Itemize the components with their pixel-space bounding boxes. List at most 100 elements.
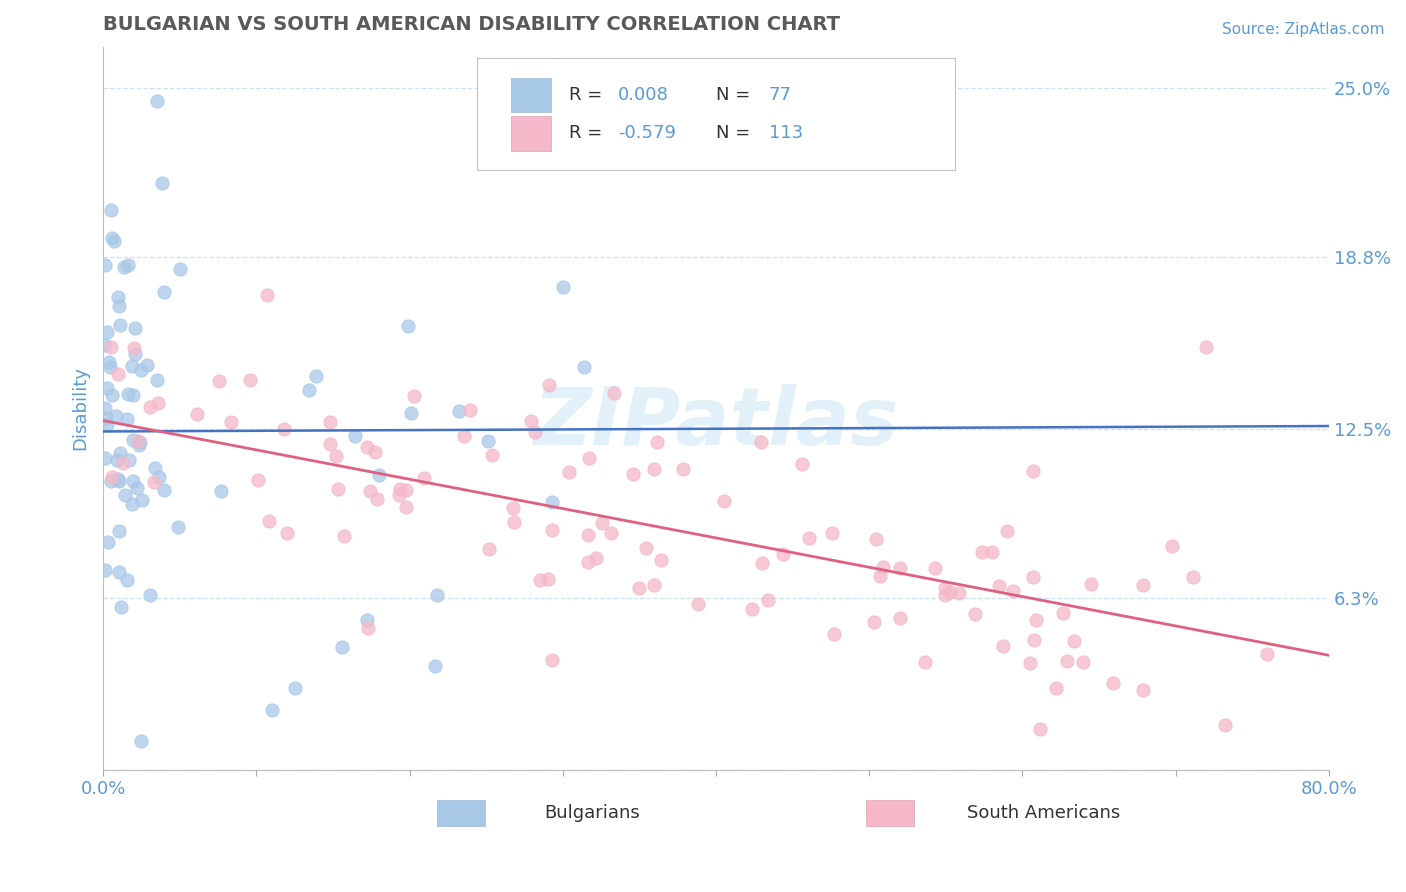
FancyBboxPatch shape (512, 116, 551, 151)
Point (991, 639, 1014, 653)
Point (124, 321, 146, 335)
Point (585, 551, 607, 566)
Point (356, 621, 378, 635)
Point (93, 338, 115, 352)
Text: R =: R = (569, 87, 607, 104)
Point (239, 373, 262, 387)
Point (1022, 464, 1045, 478)
Point (889, 560, 911, 574)
Point (260, 703, 283, 717)
Point (96, 381, 118, 395)
Point (319, 437, 342, 451)
Point (934, 581, 956, 595)
Point (502, 500, 524, 515)
Point (125, 481, 148, 495)
Point (1101, 676, 1123, 690)
Point (751, 556, 773, 570)
Point (111, 456, 134, 470)
Point (872, 560, 894, 574)
Point (972, 545, 994, 559)
Point (537, 378, 560, 392)
Point (117, 387, 139, 401)
Point (1056, 654, 1078, 668)
Point (135, 358, 157, 372)
Point (1022, 570, 1045, 584)
Point (118, 453, 141, 467)
Point (152, 483, 174, 497)
Point (572, 359, 595, 374)
Point (107, 472, 129, 486)
Point (645, 434, 668, 449)
Point (93, 450, 115, 465)
Point (576, 555, 599, 569)
Point (97, 535, 120, 549)
Point (356, 440, 378, 454)
Point (388, 482, 411, 496)
Text: R =: R = (569, 125, 607, 143)
Text: ZIPatlas: ZIPatlas (533, 384, 898, 462)
Text: N =: N = (716, 87, 756, 104)
Text: N =: N = (716, 125, 756, 143)
FancyBboxPatch shape (477, 57, 955, 169)
Point (368, 468, 391, 483)
Point (107, 566, 129, 580)
Point (865, 533, 887, 547)
Text: Bulgarians: Bulgarians (544, 805, 640, 822)
Point (330, 640, 353, 654)
Point (823, 627, 845, 641)
Point (520, 414, 543, 428)
Point (1256, 647, 1278, 661)
Point (100, 203, 122, 218)
Text: -0.579: -0.579 (619, 125, 676, 143)
Point (981, 545, 1004, 559)
Point (523, 425, 546, 439)
Point (148, 470, 170, 484)
Point (143, 460, 166, 475)
Point (366, 492, 388, 507)
Point (305, 369, 328, 384)
Y-axis label: Disability: Disability (72, 367, 89, 450)
Point (103, 234, 125, 248)
Point (388, 488, 411, 502)
Point (1132, 578, 1154, 592)
Point (121, 497, 143, 511)
Point (672, 462, 695, 476)
Point (1080, 577, 1102, 591)
Point (1045, 681, 1067, 695)
Point (107, 524, 129, 539)
Point (1063, 634, 1085, 648)
Point (139, 400, 162, 414)
Text: 113: 113 (769, 125, 803, 143)
Point (503, 515, 526, 529)
Point (94, 563, 117, 577)
Point (107, 367, 129, 381)
Point (551, 280, 574, 294)
Point (100, 230, 122, 244)
Point (150, 176, 173, 190)
Point (129, 363, 152, 377)
Point (115, 412, 138, 426)
Point (558, 465, 581, 479)
Point (105, 453, 128, 467)
Point (142, 475, 165, 490)
Point (298, 384, 321, 398)
Point (124, 347, 146, 361)
Point (121, 359, 143, 374)
Point (186, 407, 208, 421)
Point (602, 385, 624, 400)
Point (98, 360, 121, 375)
Point (129, 435, 152, 450)
Point (1195, 340, 1218, 354)
Point (458, 402, 481, 417)
Point (139, 588, 162, 602)
Point (395, 483, 418, 497)
Point (256, 288, 278, 302)
Point (643, 462, 665, 476)
Point (650, 552, 672, 566)
Point (117, 258, 139, 272)
Point (478, 542, 501, 557)
Point (426, 589, 449, 603)
Point (396, 318, 419, 333)
Point (423, 659, 446, 673)
Point (94, 410, 117, 425)
